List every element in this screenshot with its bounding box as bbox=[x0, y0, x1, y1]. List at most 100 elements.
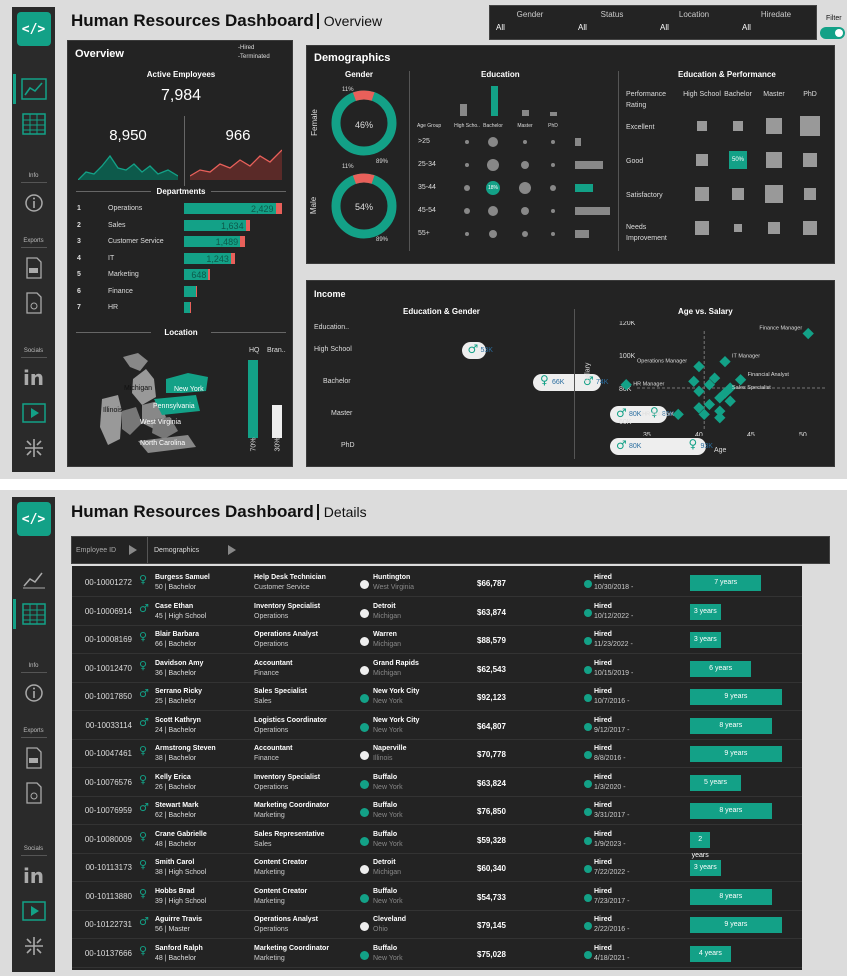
income-range-pill bbox=[610, 406, 667, 423]
perf-row-label: Satisfactory bbox=[626, 192, 663, 199]
edu-top-bar bbox=[460, 104, 467, 116]
male-value: 80K bbox=[629, 443, 642, 450]
x-tick: 35 bbox=[643, 432, 651, 436]
status: Hired bbox=[594, 887, 612, 895]
info-button[interactable] bbox=[19, 188, 49, 218]
perf-cell bbox=[800, 116, 820, 136]
filter-toggle[interactable] bbox=[820, 27, 845, 39]
details-nav-button[interactable] bbox=[12, 599, 49, 629]
male-icon: ♂ bbox=[139, 687, 149, 700]
page-title: Human Resources Dashboard Details bbox=[71, 502, 367, 522]
map-label: West Virginia bbox=[140, 419, 181, 426]
education-axis-label: Education.. bbox=[314, 324, 350, 331]
tenure-bar: 3 years bbox=[690, 632, 721, 648]
hire-date: 10/30/2018 - bbox=[594, 584, 634, 591]
hq-indicator bbox=[360, 779, 369, 789]
male-big-pct: 89% bbox=[376, 237, 389, 243]
play-icon[interactable] bbox=[128, 545, 138, 555]
dept-hired-bar bbox=[184, 203, 276, 214]
salary: $63,824 bbox=[477, 778, 506, 788]
employee-name: Kelly Erica bbox=[155, 773, 191, 781]
status-dot bbox=[584, 922, 592, 930]
status-dot bbox=[584, 865, 592, 873]
male-value: 80K bbox=[629, 411, 642, 418]
age-education: 36 | Bachelor bbox=[155, 669, 197, 677]
employee-id-header: Employee ID bbox=[76, 547, 117, 554]
table-row[interactable]: 00-10006914 ♂ Case Ethan 45 | High School In… bbox=[72, 598, 802, 626]
location-filter[interactable]: Location All bbox=[654, 10, 734, 32]
divider bbox=[147, 537, 148, 563]
age-education: 66 | Bachelor bbox=[155, 641, 197, 648]
hiredate-filter[interactable]: Hiredate All bbox=[736, 10, 816, 32]
export-pdf-button[interactable] bbox=[19, 743, 49, 773]
youtube-button[interactable] bbox=[19, 896, 49, 926]
table-row[interactable]: 00-10113173 ♀ Smith Carol 38 | High School C… bbox=[72, 854, 802, 882]
salary: $79,145 bbox=[477, 921, 506, 930]
income-range-pill bbox=[610, 438, 706, 455]
job-title: Sales Representative bbox=[254, 830, 325, 838]
male-icon: ♂ bbox=[139, 915, 149, 928]
dept-value: 1,489 bbox=[215, 237, 239, 247]
employee-name: Sanford Ralph bbox=[155, 944, 203, 952]
perf-cell bbox=[733, 121, 743, 131]
table-row[interactable]: 00-10008169 ♀ Blair Barbara 66 | Bachelor Op… bbox=[72, 626, 802, 654]
salary: $66,787 bbox=[477, 579, 506, 588]
tableau-icon bbox=[24, 937, 43, 955]
pdf-export-icon bbox=[25, 747, 42, 769]
play-icon bbox=[21, 901, 46, 921]
table-row[interactable]: 00-10122731 ♂ Aguirre Travis 56 | Master Ope… bbox=[72, 911, 802, 939]
dept-rank: 7 bbox=[77, 304, 81, 311]
salary: $64,807 bbox=[477, 721, 506, 731]
table-row[interactable]: 00-10113880 ♀ Hobbs Brad 39 | High School Co… bbox=[72, 883, 802, 911]
table-row[interactable]: 00-10076576 ♀ Kelly Erica 26 | Bachelor Inve… bbox=[72, 769, 802, 797]
hq-indicator bbox=[360, 950, 369, 960]
dept-terminated-bar bbox=[275, 203, 282, 214]
table-row[interactable]: 00-10047461 ♀ Armstrong Steven 38 | Bachelo… bbox=[72, 740, 802, 768]
divider bbox=[20, 247, 47, 248]
state: New York bbox=[373, 698, 403, 705]
table-row[interactable]: 00-10033114 ♂ Scott Kathryn 24 | Bachelor Lo… bbox=[72, 712, 802, 740]
perf-cell: 50% bbox=[729, 151, 747, 169]
linkedin-button[interactable]: in bbox=[19, 861, 49, 891]
age-salary-label: Age vs. Salary bbox=[678, 307, 733, 316]
gender-filter[interactable]: Gender All bbox=[490, 10, 570, 32]
female-big-pct: 89% bbox=[376, 159, 389, 165]
perf-row-label: Needs Improvement bbox=[626, 224, 667, 242]
perf-rating-label: Performance Rating bbox=[626, 91, 667, 109]
youtube-button[interactable] bbox=[19, 398, 49, 428]
filter-value: All bbox=[660, 23, 669, 32]
scatter-label: HR Manager bbox=[633, 382, 664, 388]
table-row[interactable]: 00-10080009 ♀ Crane Gabrielle 48 | Bachelor… bbox=[72, 826, 802, 859]
tableau-button[interactable] bbox=[19, 931, 49, 961]
export-image-button[interactable] bbox=[19, 778, 49, 808]
tableau-button[interactable] bbox=[19, 433, 49, 463]
edu-gender-label: Education & Gender bbox=[403, 307, 480, 316]
play-icon[interactable] bbox=[227, 545, 237, 555]
edu-row-bar bbox=[575, 184, 593, 192]
table-row[interactable]: 00-10012470 ♀ Davidson Amy 36 | Bachelor Acc… bbox=[72, 655, 802, 683]
status-filter[interactable]: Status All bbox=[572, 10, 652, 32]
edu-dot bbox=[464, 185, 470, 191]
city: Huntington bbox=[373, 574, 411, 581]
male-marker: ♂ bbox=[583, 374, 594, 388]
branch-indicator bbox=[360, 865, 369, 874]
employee-id: 00-10001272 bbox=[84, 578, 132, 587]
info-label: Info bbox=[28, 663, 39, 669]
demographics-panel: Demographics Gender Female Male 46% 11% … bbox=[306, 45, 835, 264]
details-nav-button[interactable] bbox=[19, 109, 49, 139]
export-image-button[interactable] bbox=[19, 288, 49, 318]
export-pdf-button[interactable] bbox=[19, 253, 49, 283]
table-row[interactable]: 00-10017850 ♂ Serrano Ricky 25 | Bachelor Sa… bbox=[72, 683, 802, 711]
overview-nav-button[interactable] bbox=[19, 564, 49, 594]
table-row[interactable]: 00-10137666 ♀ Sanford Ralph 48 | Bachelor Ma… bbox=[72, 940, 802, 968]
info-button[interactable] bbox=[19, 678, 49, 708]
edu-dot bbox=[551, 209, 555, 213]
table-row[interactable]: 00-10001272 ♀ Burgess Samuel 50 | Bachelor H… bbox=[72, 569, 802, 597]
overview-nav-button[interactable] bbox=[12, 74, 49, 104]
state: Michigan bbox=[373, 612, 402, 620]
dept-hired-bar bbox=[184, 236, 241, 247]
linkedin-button[interactable]: in bbox=[19, 363, 49, 393]
status-dot bbox=[584, 779, 592, 788]
department: Marketing bbox=[254, 954, 285, 962]
table-row[interactable]: 00-10076959 ♂ Stewart Mark 62 | Bachelor Mar… bbox=[72, 797, 802, 825]
